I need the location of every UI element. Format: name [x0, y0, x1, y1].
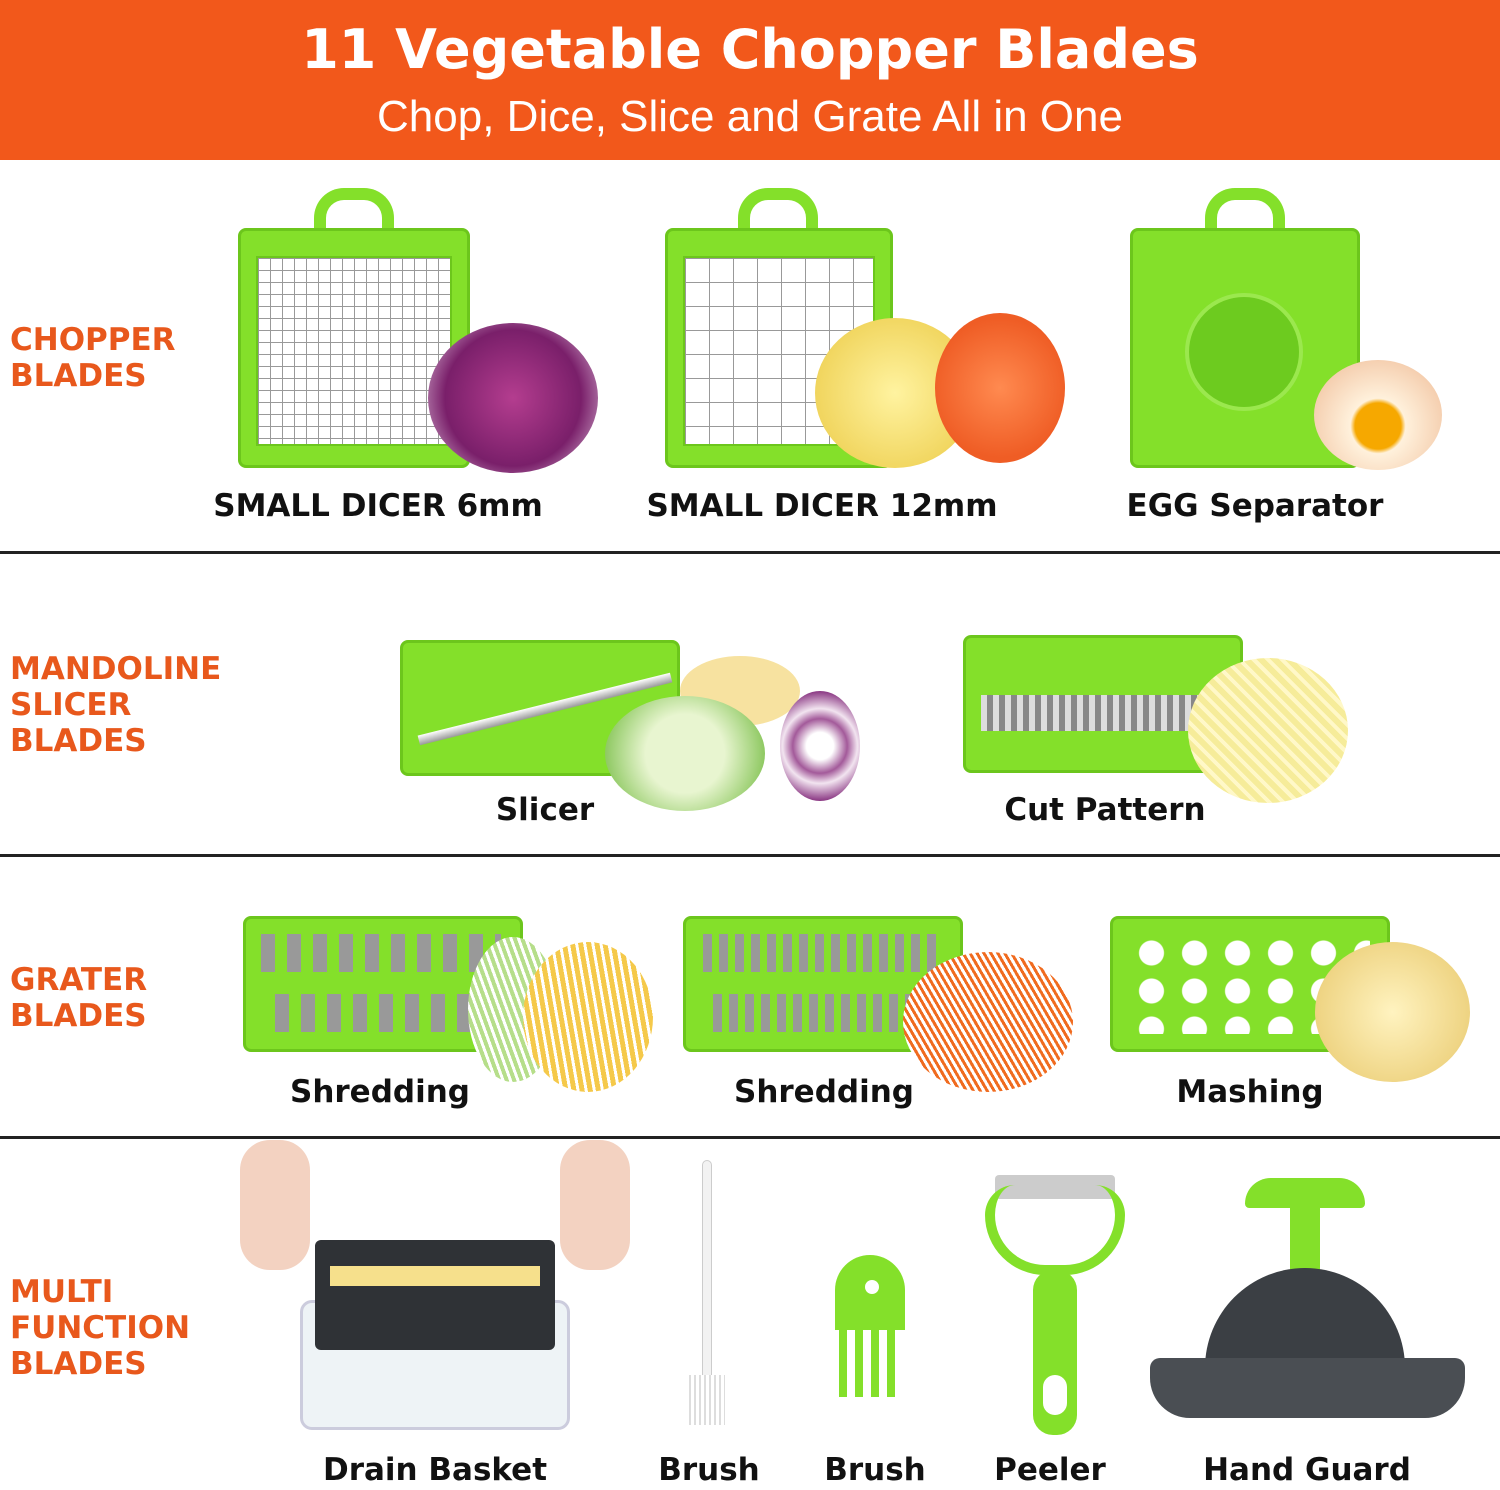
- section-divider: [0, 1136, 1500, 1139]
- caption-mashing: Mashing: [1176, 1074, 1324, 1110]
- caption-peeler: Peeler: [994, 1452, 1106, 1488]
- caption-shredding-1: Shredding: [290, 1074, 470, 1110]
- drain-basket-image: [240, 1140, 630, 1440]
- cut-pattern-image: [963, 633, 1353, 813]
- cleaning-brush-image: [685, 1160, 730, 1440]
- comb-brush-image: [815, 1255, 910, 1400]
- shredding-blade-1-image: [243, 912, 663, 1092]
- caption-egg-separator: EGG Separator: [1126, 488, 1384, 524]
- page-subtitle: Chop, Dice, Slice and Grate All in One: [377, 92, 1123, 141]
- peeler-image: [975, 1170, 1135, 1440]
- small-dicer-12mm-image: [665, 188, 1065, 478]
- caption-cut-pattern: Cut Pattern: [1004, 792, 1206, 828]
- caption-drain-basket: Drain Basket: [322, 1452, 548, 1488]
- caption-small-dicer-12mm: SMALL DICER 12mm: [646, 488, 998, 524]
- mashing-blade-image: [1110, 912, 1480, 1092]
- shredding-blade-2-image: [683, 912, 1083, 1092]
- caption-hand-guard: Hand Guard: [1203, 1452, 1411, 1488]
- section-label-chopper: CHOPPER BLADES: [10, 322, 176, 394]
- section-label-mandoline: MANDOLINE SLICER BLADES: [10, 651, 222, 759]
- section-divider: [0, 854, 1500, 857]
- caption-brush-2: Brush: [824, 1452, 926, 1488]
- hand-guard-image: [1150, 1178, 1465, 1438]
- header-banner: 11 Vegetable Chopper Blades Chop, Dice, …: [0, 0, 1500, 160]
- page-title: 11 Vegetable Chopper Blades: [301, 18, 1199, 81]
- egg-separator-image: [1130, 188, 1450, 478]
- caption-small-dicer-6mm: SMALL DICER 6mm: [213, 488, 543, 524]
- caption-shredding-2: Shredding: [734, 1074, 914, 1110]
- section-label-grater: GRATER BLADES: [10, 962, 148, 1034]
- section-divider: [0, 551, 1500, 554]
- section-label-multi-function: MULTI FUNCTION BLADES: [10, 1274, 191, 1382]
- caption-slicer: Slicer: [495, 792, 595, 828]
- small-dicer-6mm-image: [238, 188, 598, 473]
- caption-brush-1: Brush: [658, 1452, 760, 1488]
- slicer-image: [400, 636, 870, 816]
